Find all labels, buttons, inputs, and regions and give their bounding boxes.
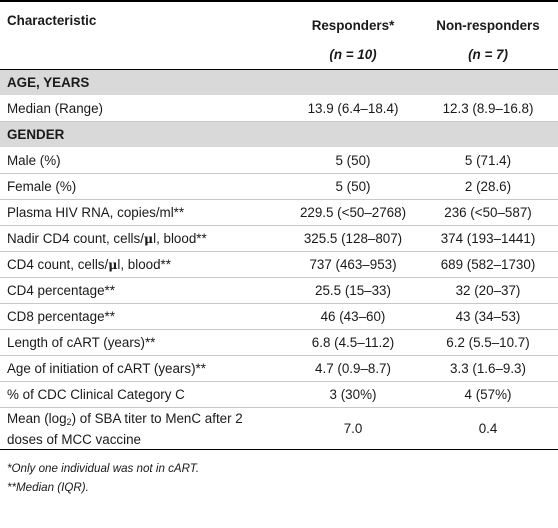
footnote-2: **Median (IQR).: [7, 481, 89, 494]
row-nonresponders-value: 374 (193–1441): [440, 231, 536, 246]
row-nonresponders-value: 43 (34–53): [455, 309, 521, 324]
table-row: Age of initiation of cART (years)** 4.7 …: [0, 356, 558, 382]
row-responders-value: 325.5 (128–807): [303, 231, 403, 246]
header-nonresponders-label: Non-responders: [436, 18, 540, 33]
log-subscript: 2: [66, 416, 72, 427]
row-label: CD8 percentage**: [7, 309, 115, 324]
row-nonresponders-value: 2 (28.6): [464, 179, 512, 194]
table-row: % of CDC Clinical Category C 3 (30%) 4 (…: [0, 382, 558, 408]
header-characteristic: Characteristic: [7, 13, 97, 28]
row-label: CD4 count, cells/μl, blood**: [0, 256, 288, 273]
row-label: Age of initiation of cART (years)**: [7, 361, 206, 376]
row-label-text-end: ) of SBA titer to MenC after 2: [71, 410, 243, 426]
row-responders-value: 13.9 (6.4–18.4): [307, 101, 399, 116]
row-label: Mean (log2) of SBA titer to MenC after 2…: [0, 410, 288, 448]
row-label-text-end: l, blood**: [153, 231, 207, 246]
row-nonresponders-value: 5 (71.4): [464, 153, 512, 168]
table-row: CD4 count, cells/μl, blood** 737 (463–95…: [0, 252, 558, 278]
row-nonresponders-value: 3.3 (1.6–9.3): [450, 361, 526, 376]
row-responders-value: 7.0: [343, 421, 363, 436]
row-responders-value: 3 (30%): [329, 387, 377, 402]
row-label-text: CD4 count, cells/: [7, 257, 109, 272]
characteristics-table: Characteristic Responders* (n = 10) Non-…: [0, 0, 558, 497]
mu-symbol: μ: [143, 231, 154, 246]
row-label: CD4 percentage**: [7, 283, 115, 298]
table-row: Male (%) 5 (50) 5 (71.4): [0, 148, 558, 174]
row-responders-value: 229.5 (<50–2768): [299, 205, 407, 220]
row-label: % of CDC Clinical Category C: [7, 387, 185, 402]
row-nonresponders-value: 32 (20–37): [455, 283, 521, 298]
mu-symbol: μ: [108, 257, 118, 272]
table-header-row: Characteristic Responders* (n = 10) Non-…: [0, 2, 558, 70]
header-responders-label: Responders*: [311, 18, 395, 33]
section-gender: GENDER: [0, 122, 558, 148]
table-top-rule: [0, 0, 558, 2]
row-responders-value: 737 (463–953): [309, 257, 397, 272]
row-nonresponders-value: 12.3 (8.9–16.8): [442, 101, 534, 116]
header-nonresponders-n: (n = 7): [468, 47, 508, 62]
row-label: Median (Range): [7, 101, 104, 116]
row-label: Length of cART (years)**: [7, 335, 156, 350]
table-row: Mean (log2) of SBA titer to MenC after 2…: [0, 408, 558, 450]
header-nonresponders: Non-responders (n = 7): [418, 2, 558, 69]
row-label: Nadir CD4 count, cells/μl, blood**: [0, 230, 288, 247]
row-nonresponders-value: 4 (57%): [464, 387, 512, 402]
table-row: CD4 percentage** 25.5 (15–33) 32 (20–37): [0, 278, 558, 304]
row-label: Plasma HIV RNA, copies/ml**: [7, 205, 185, 220]
table-footnotes: *Only one individual was not in cART. **…: [0, 450, 558, 497]
row-label-line2: doses of MCC vaccine: [7, 431, 141, 447]
table-row: Length of cART (years)** 6.8 (4.5–11.2) …: [0, 330, 558, 356]
footnote-1: *Only one individual was not in cART.: [7, 462, 200, 475]
row-responders-value: 25.5 (15–33): [315, 283, 391, 298]
row-label: Male (%): [7, 153, 61, 168]
row-nonresponders-value: 6.2 (5.5–10.7): [446, 335, 530, 350]
table-row: Nadir CD4 count, cells/μl, blood** 325.5…: [0, 226, 558, 252]
row-responders-value: 5 (50): [335, 153, 371, 168]
table-row: CD8 percentage** 46 (43–60) 43 (34–53): [0, 304, 558, 330]
row-label-text: Nadir CD4 count, cells/: [7, 231, 144, 246]
table-row: Female (%) 5 (50) 2 (28.6): [0, 174, 558, 200]
header-responders: Responders* (n = 10): [288, 2, 418, 69]
table-row: Median (Range) 13.9 (6.4–18.4) 12.3 (8.9…: [0, 96, 558, 122]
row-nonresponders-value: 689 (582–1730): [440, 257, 536, 272]
header-responders-n: (n = 10): [329, 47, 377, 62]
table-row: Plasma HIV RNA, copies/ml** 229.5 (<50–2…: [0, 200, 558, 226]
row-responders-value: 46 (43–60): [320, 309, 386, 324]
row-responders-value: 4.7 (0.9–8.7): [315, 361, 391, 376]
section-age: AGE, YEARS: [0, 70, 558, 96]
row-nonresponders-value: 236 (<50–587): [444, 205, 532, 220]
row-label-text: Mean (log: [7, 410, 67, 426]
row-responders-value: 5 (50): [335, 179, 371, 194]
row-nonresponders-value: 0.4: [478, 421, 498, 436]
row-label-text-end: l, blood**: [117, 257, 171, 272]
row-responders-value: 6.8 (4.5–11.2): [311, 335, 395, 350]
row-label: Female (%): [7, 179, 77, 194]
